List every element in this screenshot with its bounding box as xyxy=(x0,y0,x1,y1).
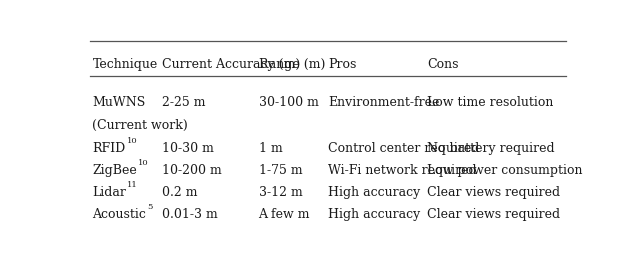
Text: 0.01-3 m: 0.01-3 m xyxy=(162,208,218,221)
Text: 30-100 m: 30-100 m xyxy=(259,96,319,109)
Text: A few m: A few m xyxy=(259,208,310,221)
Text: MuWNS: MuWNS xyxy=(92,96,146,109)
Text: High accuracy: High accuracy xyxy=(328,208,420,221)
Text: 10-30 m: 10-30 m xyxy=(162,142,214,155)
Text: 0.2 m: 0.2 m xyxy=(162,186,197,199)
Text: Clear views required: Clear views required xyxy=(428,186,561,199)
Text: Control center required: Control center required xyxy=(328,142,479,155)
Text: Clear views required: Clear views required xyxy=(428,208,561,221)
Text: 3-12 m: 3-12 m xyxy=(259,186,302,199)
Text: 1 m: 1 m xyxy=(259,142,282,155)
Text: No battery required: No battery required xyxy=(428,142,555,155)
Text: Wi-Fi network required: Wi-Fi network required xyxy=(328,164,477,177)
Text: High accuracy: High accuracy xyxy=(328,186,420,199)
Text: Low time resolution: Low time resolution xyxy=(428,96,554,109)
Text: Environment-free: Environment-free xyxy=(328,96,440,109)
Text: Cons: Cons xyxy=(428,58,459,71)
Text: (Current work): (Current work) xyxy=(92,119,188,132)
Text: Technique: Technique xyxy=(92,58,157,71)
Text: Range (m): Range (m) xyxy=(259,58,325,71)
Text: ZigBee: ZigBee xyxy=(92,164,137,177)
Text: 11: 11 xyxy=(127,181,138,189)
Text: 10: 10 xyxy=(127,137,137,145)
Text: 10: 10 xyxy=(138,159,148,167)
Text: 1-75 m: 1-75 m xyxy=(259,164,302,177)
Text: Current Accuracy (m): Current Accuracy (m) xyxy=(162,58,300,71)
Text: 5: 5 xyxy=(147,203,153,211)
Text: Low power consumption: Low power consumption xyxy=(428,164,582,177)
Text: RFID: RFID xyxy=(92,142,125,155)
Text: Pros: Pros xyxy=(328,58,356,71)
Text: Acoustic: Acoustic xyxy=(92,208,147,221)
Text: 10-200 m: 10-200 m xyxy=(162,164,221,177)
Text: 2-25 m: 2-25 m xyxy=(162,96,205,109)
Text: Lidar: Lidar xyxy=(92,186,126,199)
